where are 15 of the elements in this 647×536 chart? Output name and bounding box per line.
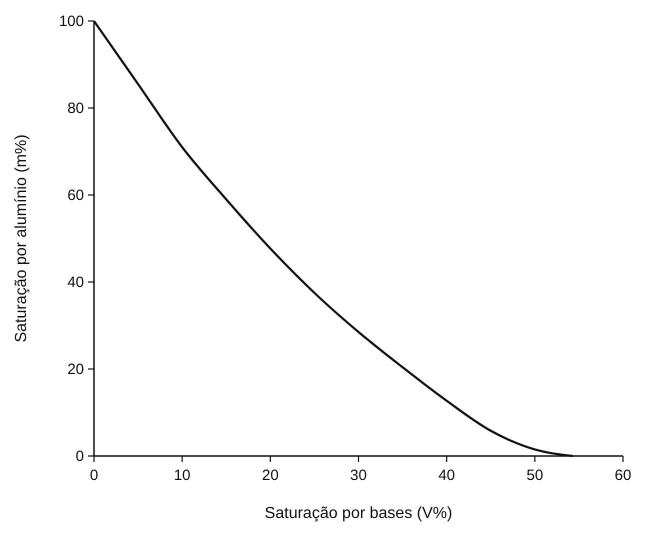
x-tick-label: 20	[262, 467, 279, 484]
y-tick-label: 20	[67, 361, 84, 378]
x-tick-label: 50	[526, 467, 544, 484]
x-tick-label: 10	[174, 467, 191, 484]
y-tick-label: 80	[67, 100, 84, 117]
x-tick-label: 60	[614, 467, 632, 484]
y-tick-label: 40	[67, 274, 84, 291]
y-axis-title: Saturação por alumínio (m%)	[13, 134, 30, 343]
x-tick-label: 40	[438, 467, 456, 484]
y-tick-label: 0	[76, 448, 84, 465]
x-axis-title: Saturação por bases (V%)	[264, 505, 452, 522]
y-tick-label: 60	[67, 187, 84, 204]
y-tick-label: 100	[58, 13, 84, 30]
x-tick-label: 0	[90, 467, 98, 484]
x-tick-label: 30	[350, 467, 367, 484]
